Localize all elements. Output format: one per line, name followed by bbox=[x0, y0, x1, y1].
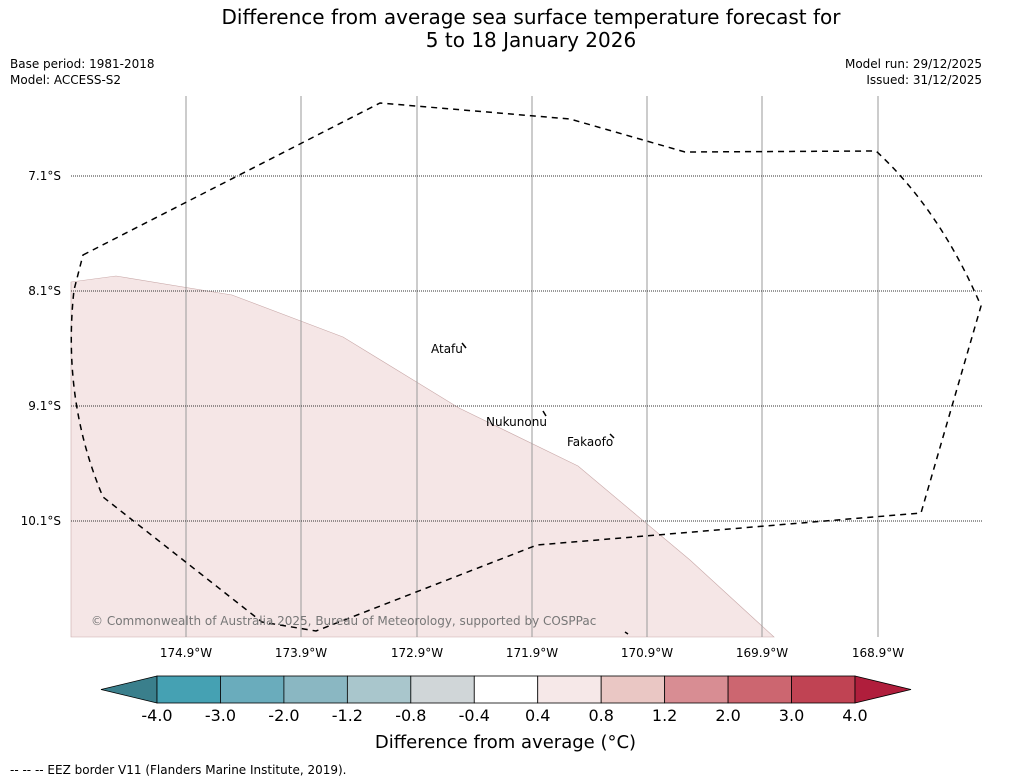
colorbar-tick-label: -0.8 bbox=[395, 706, 427, 725]
copyright-notice: © Commonwealth of Australia 2025, Bureau… bbox=[91, 614, 597, 628]
lat-label: 8.1°S bbox=[28, 284, 61, 298]
colorbar-tick-label: 4.0 bbox=[842, 706, 868, 725]
anomaly-region bbox=[70, 275, 775, 638]
colorbar-segment bbox=[727, 675, 792, 704]
chart-title: Difference from average sea surface temp… bbox=[0, 6, 1011, 52]
colorbar-tick-label: -0.4 bbox=[458, 706, 490, 725]
colorbar-segment bbox=[346, 675, 412, 704]
meta-right: Model run: 29/12/2025 Issued: 31/12/2025 bbox=[845, 56, 982, 88]
lon-label: 171.9°W bbox=[505, 646, 559, 660]
lat-label: 10.1°S bbox=[20, 514, 61, 528]
base-period: Base period: 1981-2018 bbox=[10, 57, 155, 71]
title-line-2: 5 to 18 January 2026 bbox=[425, 28, 637, 52]
colorbar-tick-label: 2.0 bbox=[715, 706, 741, 725]
colorbar-tick-label: 0.8 bbox=[588, 706, 614, 725]
colorbar-tick-labels: -4.0 -3.0 -2.0 -1.2 -0.8 -0.4 0.4 0.8 1.2 2.0 3.0 4… bbox=[0, 706, 1011, 728]
colorbar-segment bbox=[283, 675, 348, 704]
lon-label: 172.9°W bbox=[390, 646, 444, 660]
colorbar-tick-label: -2.0 bbox=[268, 706, 300, 725]
lat-label: 9.1°S bbox=[28, 399, 61, 413]
lon-label: 173.9°W bbox=[274, 646, 328, 660]
colorbar-tick-label: -4.0 bbox=[141, 706, 173, 725]
colorbar-segment bbox=[473, 675, 539, 704]
colorbar-tick-label: -3.0 bbox=[204, 706, 237, 725]
model-run: Model run: 29/12/2025 bbox=[844, 57, 982, 71]
nukunonu-island bbox=[542, 410, 547, 417]
lon-label: 174.9°W bbox=[159, 646, 213, 660]
colorbar-segment bbox=[600, 675, 666, 704]
place-atafu: Atafu bbox=[431, 342, 463, 356]
lon-label: 168.9°W bbox=[851, 646, 905, 660]
colorbar-tick-label: -1.2 bbox=[331, 706, 363, 725]
colorbar-segment bbox=[791, 675, 856, 704]
title-line-1: Difference from average sea surface temp… bbox=[221, 5, 841, 29]
colorbar bbox=[100, 675, 912, 704]
colorbar-segment bbox=[410, 675, 475, 704]
colorbar-extend-high bbox=[854, 675, 912, 704]
colorbar-tick-label: 1.2 bbox=[651, 706, 678, 725]
eez-border bbox=[70, 102, 982, 632]
colorbar-tick-label: 0.4 bbox=[524, 706, 551, 725]
lat-label: 7.1°S bbox=[28, 169, 61, 183]
colorbar-segment bbox=[537, 675, 602, 704]
meta-left: Base period: 1981-2018 Model: ACCESS-S2 bbox=[10, 56, 155, 88]
colorbar-extend-low bbox=[100, 675, 158, 704]
atafu-island bbox=[461, 342, 467, 349]
colorbar-segment bbox=[664, 675, 729, 704]
model-name: Model: ACCESS-S2 bbox=[10, 73, 122, 87]
place-fakaofo: Fakaofo bbox=[567, 435, 614, 449]
colorbar-tick-label: 3.0 bbox=[778, 706, 805, 725]
place-nukunonu: Nukunonu bbox=[486, 415, 547, 429]
colorbar-label: Difference from average (°C) bbox=[374, 732, 637, 753]
issued-date: Issued: 31/12/2025 bbox=[866, 73, 982, 87]
colorbar-segment bbox=[156, 675, 221, 704]
lon-label: 170.9°W bbox=[620, 646, 674, 660]
fakaofo-island bbox=[609, 433, 615, 439]
small-island bbox=[624, 631, 629, 635]
colorbar-segment bbox=[220, 675, 285, 704]
footer-legend: -- -- -- EEZ border V11 (Flanders Marine… bbox=[10, 763, 347, 777]
lon-label: 169.9°W bbox=[735, 646, 789, 660]
